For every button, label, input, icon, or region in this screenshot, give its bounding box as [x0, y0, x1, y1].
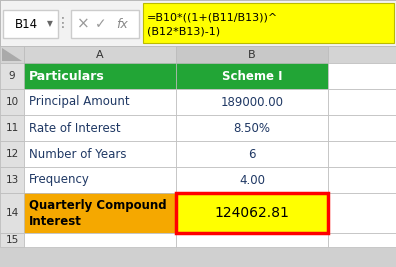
Text: 14: 14: [6, 208, 19, 218]
Text: ✓: ✓: [95, 17, 107, 31]
Bar: [328, 167, 396, 193]
Text: 10: 10: [6, 97, 19, 107]
Bar: [0, 0, 396, 46]
Bar: [143, 3, 394, 43]
Bar: [24, 141, 176, 167]
Text: 15: 15: [6, 235, 19, 245]
Text: Rate of Interest: Rate of Interest: [29, 121, 121, 135]
Bar: [24, 193, 176, 233]
Bar: [176, 115, 328, 141]
Text: 6: 6: [248, 147, 256, 160]
Bar: [24, 167, 176, 193]
Text: ⋮: ⋮: [56, 16, 70, 30]
Text: Scheme I: Scheme I: [222, 69, 282, 83]
Bar: [71, 10, 139, 38]
Text: =B10*((1+(B11/B13))^: =B10*((1+(B11/B13))^: [147, 12, 278, 22]
Text: fx: fx: [116, 18, 128, 30]
Bar: [328, 233, 396, 247]
Bar: [0, 89, 24, 115]
Text: A: A: [96, 49, 104, 60]
Text: 124062.81: 124062.81: [215, 206, 289, 220]
Text: ×: ×: [76, 17, 89, 32]
Bar: [328, 63, 396, 89]
Bar: [176, 46, 328, 63]
Bar: [24, 115, 176, 141]
Text: 8.50%: 8.50%: [234, 121, 270, 135]
Text: 13: 13: [6, 175, 19, 185]
Text: 12: 12: [6, 149, 19, 159]
Text: 4.00: 4.00: [239, 174, 265, 187]
Bar: [176, 167, 328, 193]
Text: 11: 11: [6, 123, 19, 133]
Bar: [0, 46, 24, 63]
Bar: [176, 89, 328, 115]
Polygon shape: [2, 48, 22, 61]
Bar: [3, 10, 58, 38]
Text: (B12*B13)-1): (B12*B13)-1): [147, 27, 220, 37]
Bar: [328, 141, 396, 167]
Text: B14: B14: [15, 18, 38, 30]
Bar: [176, 193, 328, 233]
Bar: [0, 63, 24, 89]
Text: Principal Amount: Principal Amount: [29, 96, 129, 108]
Bar: [328, 46, 396, 63]
Bar: [0, 115, 24, 141]
Bar: [328, 89, 396, 115]
Bar: [0, 233, 24, 247]
Bar: [328, 115, 396, 141]
Bar: [0, 167, 24, 193]
Bar: [24, 46, 176, 63]
Text: Particulars: Particulars: [29, 69, 105, 83]
Text: Interest: Interest: [29, 215, 82, 228]
Text: 9: 9: [9, 71, 15, 81]
Bar: [24, 63, 176, 89]
Bar: [24, 89, 176, 115]
Bar: [24, 233, 176, 247]
Bar: [0, 193, 24, 233]
Bar: [176, 141, 328, 167]
Text: 189000.00: 189000.00: [221, 96, 284, 108]
Bar: [328, 193, 396, 233]
Text: B: B: [248, 49, 256, 60]
Text: Frequency: Frequency: [29, 174, 90, 187]
Bar: [176, 233, 328, 247]
Text: ▼: ▼: [47, 19, 53, 29]
Text: Number of Years: Number of Years: [29, 147, 126, 160]
Text: Quarterly Compound: Quarterly Compound: [29, 199, 167, 212]
Bar: [176, 63, 328, 89]
Bar: [0, 141, 24, 167]
